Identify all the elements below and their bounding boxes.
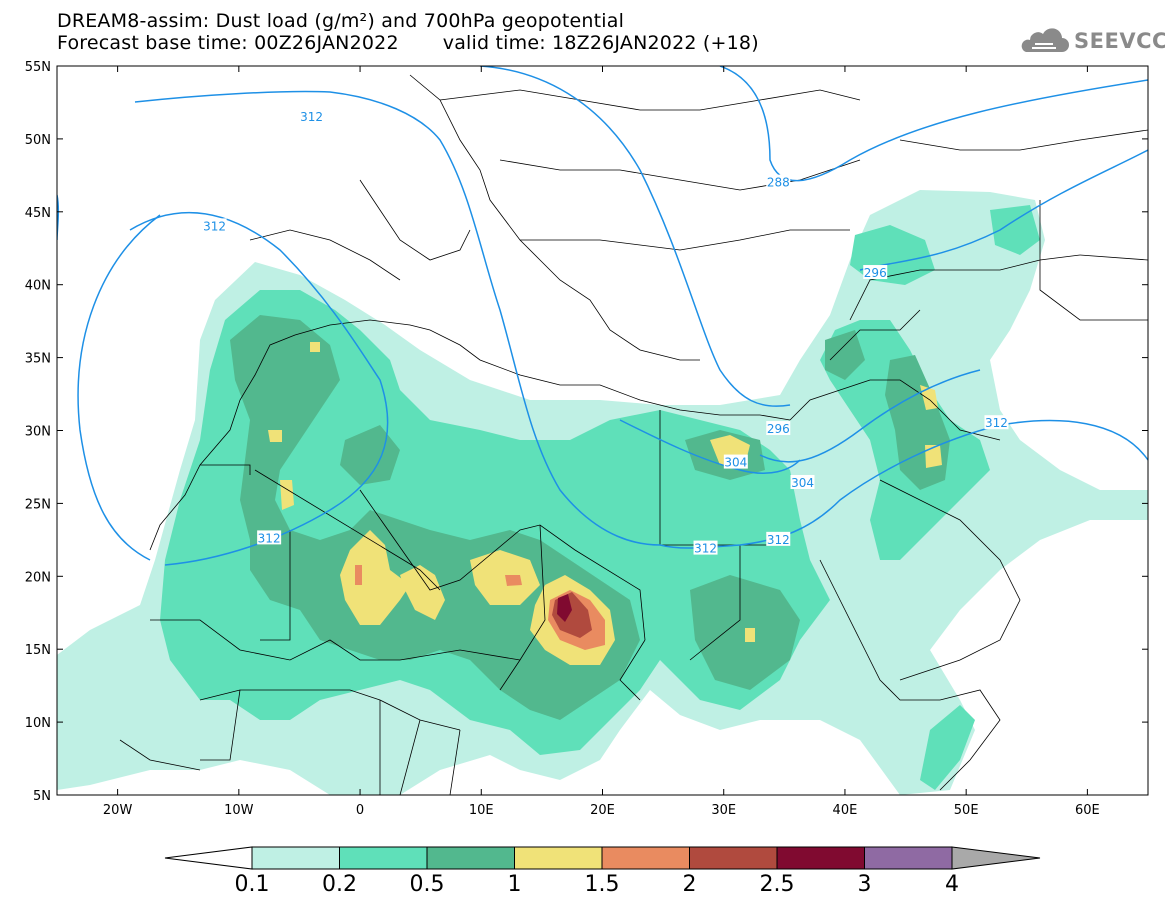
colorbar-swatch — [689, 846, 778, 870]
contour-label-bg — [766, 421, 791, 436]
country-borders — [119, 74, 1148, 795]
lon-label: 0 — [356, 803, 364, 818]
base-time: Forecast base time: 00Z26JAN2022 — [57, 32, 399, 54]
valid-time: valid time: 18Z26JAN2022 (+18) — [442, 32, 759, 54]
colorbar-high-arrow — [951, 846, 1041, 870]
lat-label: 50N — [25, 133, 51, 148]
colorbar-swatch — [251, 846, 340, 870]
lat-label: 10N — [25, 716, 51, 731]
colorbar-low-arrow — [164, 846, 253, 870]
contour-label-bg — [723, 454, 748, 469]
lat-label: 30N — [25, 425, 51, 440]
contour-label: 304 — [724, 456, 747, 470]
contour-label: 312 — [300, 110, 323, 124]
lon-label: 50E — [954, 803, 979, 818]
lon-label: 10W — [224, 803, 254, 818]
colorbar-label: 0.2 — [322, 872, 357, 897]
lat-label: 15N — [25, 643, 51, 658]
colorbar-label: 1 — [508, 872, 522, 897]
colorbar-swatch — [776, 846, 865, 870]
lon-label: 20E — [590, 803, 615, 818]
contour-label-bg — [257, 530, 282, 545]
map-subtitle: Forecast base time: 00Z26JAN2022 valid ti… — [57, 33, 759, 53]
colorbar-label: 2.5 — [760, 872, 795, 897]
contour-label: 312 — [985, 416, 1008, 430]
longitude-labels: 20W 10W 0 10E 20E 30E 40E 50E 60E — [103, 803, 1100, 818]
lat-label: 20N — [25, 570, 51, 585]
contour-labels: 312 312 288 296 312 296 304 304 312 312 312 — [202, 109, 1009, 556]
contour-label-bg — [693, 540, 718, 555]
lat-label: 40N — [25, 279, 51, 294]
contour-label: 312 — [258, 531, 281, 545]
map-title: DREAM8-assim: Dust load (g/m²) and 700hP… — [57, 10, 625, 32]
contour-label: 304 — [791, 476, 814, 490]
contour-label: 312 — [203, 219, 226, 233]
contour-label-bg — [766, 531, 791, 546]
colorbar-label: 3 — [858, 872, 872, 897]
colorbar-label: 2 — [683, 872, 697, 897]
contour-label-bg — [863, 265, 888, 280]
contour-label-bg — [202, 218, 227, 233]
axis-ticks — [57, 65, 1148, 796]
contour-label-bg — [790, 474, 815, 489]
lon-label: 60E — [1075, 803, 1100, 818]
lat-label: 35N — [25, 352, 51, 367]
lon-label: 20W — [103, 803, 133, 818]
colorbar-swatch — [601, 846, 690, 870]
seevccc-logo: SEEVCCC — [1018, 26, 1165, 56]
cloud-logo-icon — [1021, 28, 1069, 52]
lon-label: 30E — [711, 803, 736, 818]
lat-label: 25N — [25, 497, 51, 512]
latitude-labels: 55N 50N 45N 40N 35N 30N 25N 20N 15N 10N 5N — [25, 60, 51, 804]
contour-label: 312 — [767, 533, 790, 547]
colorbar-swatch — [426, 846, 515, 870]
contour-label: 296 — [864, 266, 887, 280]
contour-label-bg — [766, 174, 791, 189]
lat-label: 45N — [25, 206, 51, 221]
colorbar: 0.1 0.2 0.5 1 1.5 2 2.5 3 4 — [164, 846, 1041, 897]
colorbar-label: 0.1 — [235, 872, 270, 897]
geopotential-contours — [57, 66, 1148, 566]
colorbar-label: 1.5 — [585, 872, 620, 897]
dust-field — [57, 190, 1148, 795]
lon-label: 40E — [833, 803, 858, 818]
contour-label-bg — [984, 415, 1009, 430]
contour-label: 288 — [767, 176, 790, 190]
colorbar-label: 0.5 — [410, 872, 445, 897]
lon-label: 10E — [469, 803, 494, 818]
colorbar-swatch — [339, 846, 428, 870]
colorbar-swatch — [514, 846, 603, 870]
contour-label: 296 — [767, 422, 790, 436]
lat-label: 5N — [33, 789, 51, 804]
logo-text: SEEVCCC — [1074, 29, 1165, 53]
colorbar-label: 4 — [945, 872, 959, 897]
colorbar-swatch — [864, 846, 953, 870]
lat-label: 55N — [25, 60, 51, 75]
contour-label-bg — [299, 109, 324, 124]
contour-label: 312 — [694, 542, 717, 556]
